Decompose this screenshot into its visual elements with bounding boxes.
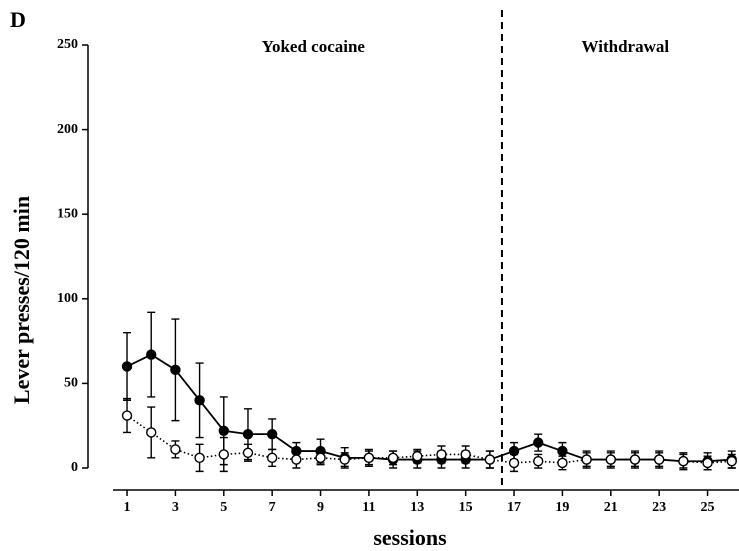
y-tick-label: 0 — [71, 460, 78, 475]
marker — [533, 456, 544, 467]
marker — [678, 456, 689, 467]
annotation: Withdrawal — [582, 37, 670, 56]
x-tick-label: 25 — [701, 500, 715, 515]
marker — [702, 457, 713, 469]
marker — [315, 452, 326, 464]
panel-label: D — [10, 7, 26, 32]
marker — [363, 452, 375, 464]
x-tick-label: 1 — [124, 500, 131, 515]
marker — [581, 454, 592, 465]
x-tick-label: 19 — [555, 500, 569, 515]
x-axis-label: sessions — [373, 525, 447, 550]
y-axis-label: Lever presses/120 min — [9, 196, 34, 404]
marker — [170, 364, 181, 376]
marker — [170, 444, 181, 455]
marker — [266, 452, 278, 464]
marker — [726, 456, 737, 467]
marker — [194, 395, 205, 406]
series-line — [126, 353, 732, 463]
x-tick-label: 13 — [410, 500, 424, 515]
y-tick-label: 150 — [57, 206, 78, 221]
y-tick-label: 200 — [57, 122, 78, 137]
x-tick-label: 9 — [317, 500, 324, 515]
marker — [218, 449, 229, 460]
marker — [242, 447, 254, 458]
x-tick-label: 21 — [604, 500, 618, 515]
y-tick-label: 50 — [64, 376, 78, 391]
marker — [218, 425, 229, 436]
marker — [460, 449, 471, 460]
x-tick-label: 17 — [507, 500, 521, 515]
marker — [242, 428, 254, 440]
marker — [387, 452, 399, 464]
marker — [291, 454, 302, 465]
marker — [146, 427, 157, 438]
marker — [121, 410, 133, 421]
y-tick-label: 100 — [57, 291, 78, 306]
marker — [121, 361, 133, 372]
marker — [557, 457, 568, 469]
marker — [146, 349, 157, 360]
x-tick-label: 7 — [269, 500, 276, 515]
marker — [194, 452, 205, 464]
x-tick-label: 23 — [652, 500, 666, 515]
marker — [266, 428, 278, 440]
x-tick-label: 3 — [172, 500, 179, 515]
x-tick-label: 11 — [362, 500, 375, 515]
marker — [629, 454, 641, 465]
x-tick-label: 15 — [459, 500, 473, 515]
y-tick-label: 250 — [57, 37, 78, 52]
annotation: Yoked cocaine — [262, 37, 366, 56]
marker — [484, 454, 496, 465]
marker — [557, 445, 568, 457]
marker — [605, 454, 617, 465]
marker — [533, 437, 544, 448]
marker — [653, 454, 665, 465]
marker — [412, 450, 423, 462]
x-tick-label: 5 — [220, 500, 227, 515]
marker — [339, 454, 350, 465]
marker — [508, 457, 520, 469]
marker — [436, 449, 447, 460]
